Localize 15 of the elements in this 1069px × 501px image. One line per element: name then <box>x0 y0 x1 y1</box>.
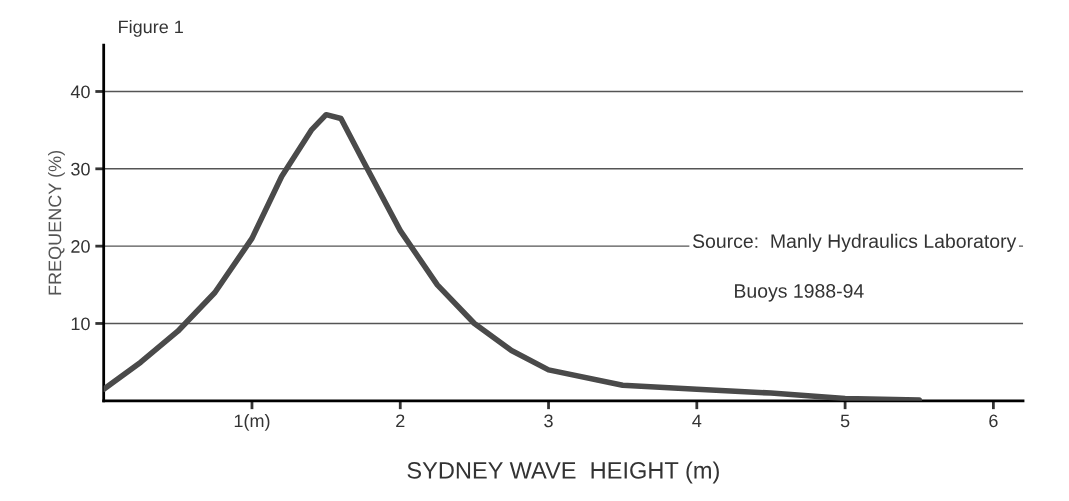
x-tick-label: 2 <box>396 414 405 428</box>
x-tick-label: 6 <box>989 414 998 428</box>
annotation: Source: Manly Hydraulics Laboratory <box>692 233 1017 252</box>
y-tick-label: 20 <box>71 240 90 253</box>
x-tick-label: 4 <box>692 414 702 428</box>
x-axis-title: SYDNEY WAVE HEIGHT (m) <box>407 461 719 484</box>
annotation: Buoys 1988-94 <box>735 284 864 302</box>
y-axis-title: FREQUENCY (%) <box>48 151 65 295</box>
chart-title: Figure 1 <box>119 20 183 37</box>
y-tick-label: 40 <box>70 85 90 99</box>
y-tick-label: 10 <box>71 317 90 331</box>
x-tick-label: 5 <box>840 414 850 428</box>
y-tick-label: 30 <box>71 162 90 176</box>
x-tick-label: 3 <box>544 414 553 428</box>
x-tick-label: 1(m) <box>234 413 270 431</box>
